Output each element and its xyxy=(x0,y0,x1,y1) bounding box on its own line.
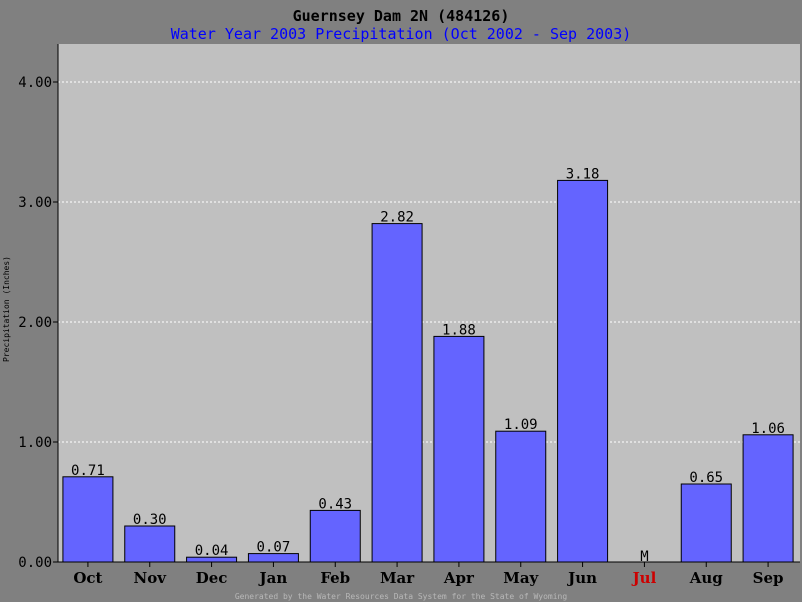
chart-subtitle: Water Year 2003 Precipitation (Oct 2002 … xyxy=(171,25,632,43)
bars xyxy=(62,179,794,563)
bar xyxy=(124,525,176,563)
x-tick-label: Sep xyxy=(753,569,784,587)
bar xyxy=(557,179,609,563)
data-label: 0.65 xyxy=(689,470,723,486)
x-tick-label: Jan xyxy=(258,569,288,587)
x-tick-label: Jul xyxy=(631,569,657,587)
bar xyxy=(309,509,361,563)
x-tick-label: Mar xyxy=(380,569,415,587)
bar xyxy=(433,335,485,563)
x-axis-categories: Oct Nov Dec Jan Feb Mar Apr May Jun Jul Aug Sep xyxy=(73,562,784,587)
chart-title: Guernsey Dam 2N (484126) xyxy=(293,7,510,25)
data-label: 1.88 xyxy=(442,322,476,338)
footer-credit: Generated by the Water Resources Data Sy… xyxy=(235,592,568,601)
bar xyxy=(495,430,547,563)
x-tick-label: Nov xyxy=(134,569,168,587)
x-tick-label: Aug xyxy=(689,569,724,587)
data-label: 0.43 xyxy=(318,496,352,512)
y-tick-label: 2.00 xyxy=(18,315,52,331)
bar xyxy=(62,476,114,563)
data-label: 0.30 xyxy=(133,512,167,528)
x-tick-label: May xyxy=(503,569,539,587)
x-tick-label: Apr xyxy=(443,569,475,587)
data-label: 0.04 xyxy=(195,543,229,559)
plot-area xyxy=(58,44,800,562)
data-label: 1.09 xyxy=(504,417,538,433)
x-tick-label: Feb xyxy=(320,569,350,587)
data-label: 0.71 xyxy=(71,463,105,479)
data-label: 3.18 xyxy=(566,166,600,182)
bar xyxy=(371,223,423,563)
data-label: 0.07 xyxy=(257,540,291,556)
y-tick-label: 3.00 xyxy=(18,195,52,211)
y-tick-label: 4.00 xyxy=(18,75,52,91)
bar xyxy=(742,434,794,563)
y-axis-ticks: 0.00 1.00 2.00 3.00 4.00 xyxy=(18,75,58,571)
data-label: 1.06 xyxy=(751,421,785,437)
data-labels: 0.71 0.30 0.04 0.07 0.43 2.82 1.88 1.09 3.18 M 0.6… xyxy=(71,166,785,565)
y-tick-label: 1.00 xyxy=(18,435,52,451)
x-tick-label: Oct xyxy=(73,569,102,587)
missing-marker: M xyxy=(640,549,648,565)
x-tick-label: Dec xyxy=(196,569,228,587)
bar xyxy=(680,483,732,563)
x-tick-label: Jun xyxy=(566,569,597,587)
y-axis-label: Precipitation (Inches) xyxy=(2,256,11,362)
y-tick-label: 0.00 xyxy=(18,555,52,571)
data-label: 2.82 xyxy=(380,210,414,226)
